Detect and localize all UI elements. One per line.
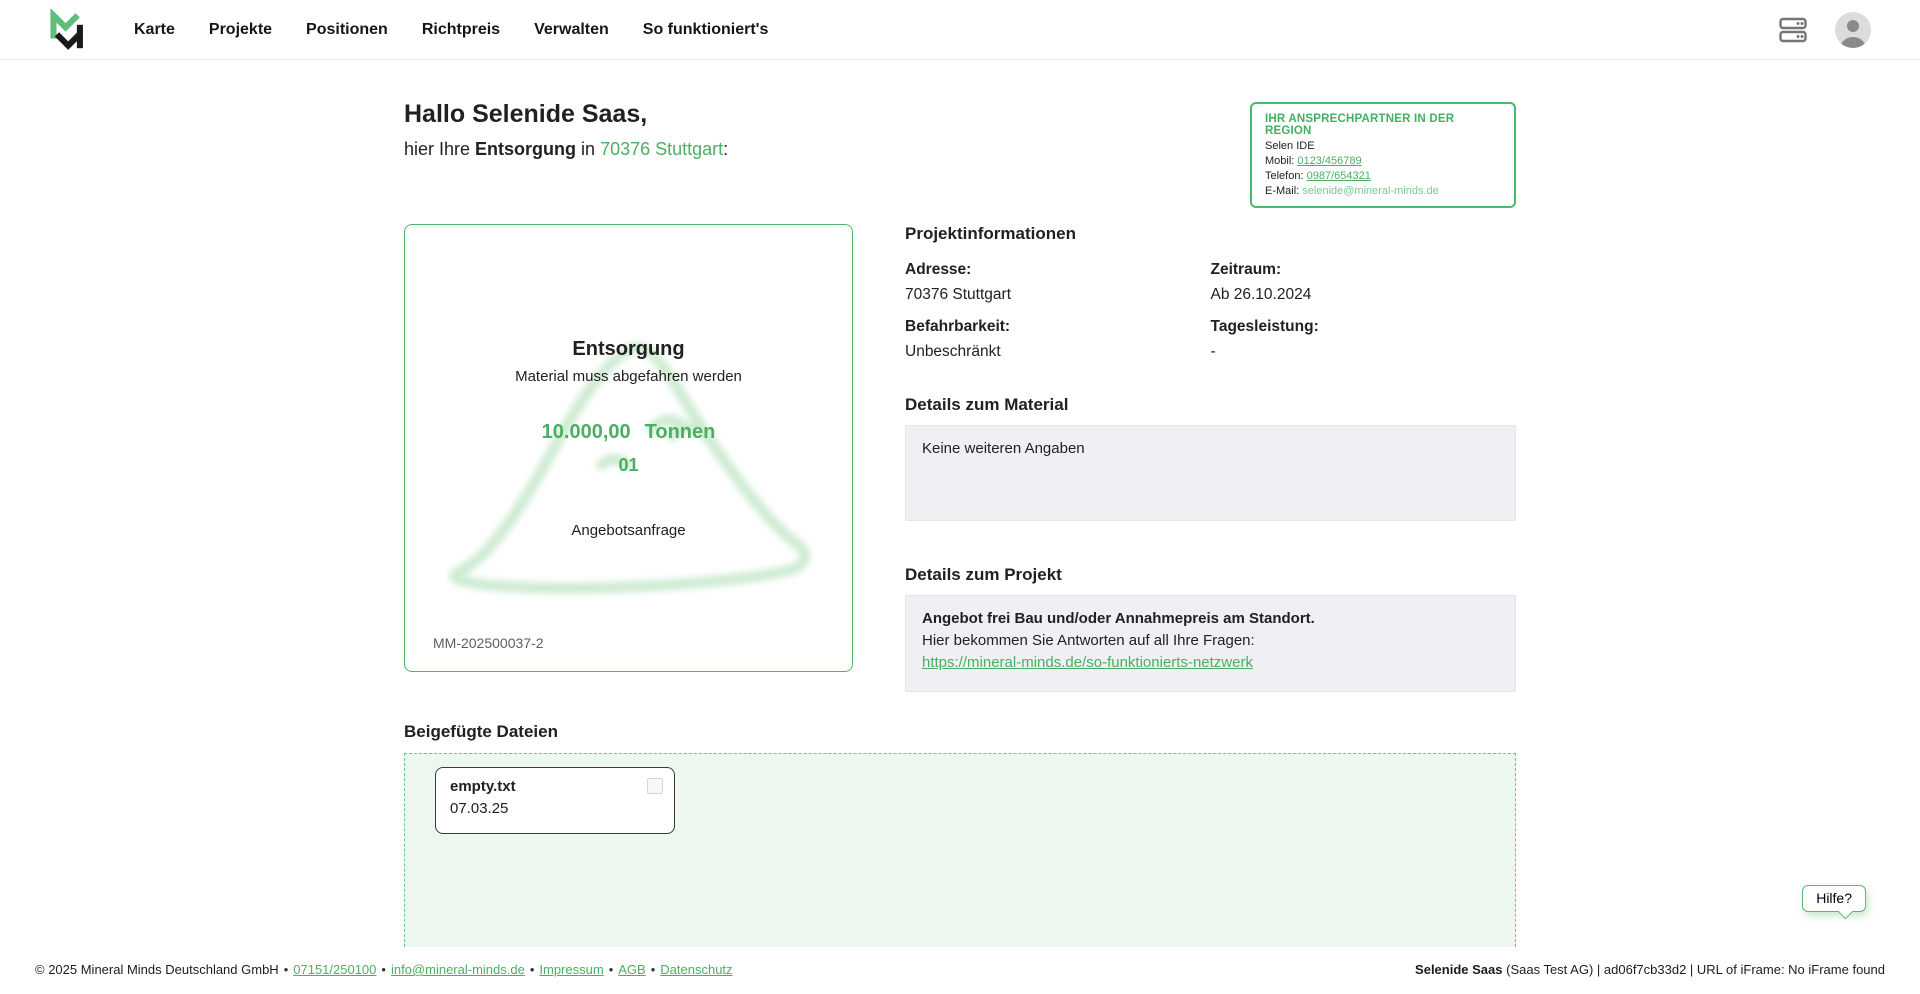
material-details-panel: Keine weiteren Angaben [905, 425, 1516, 521]
field-value: - [1210, 343, 1216, 360]
project-card-title: Entsorgung [572, 338, 685, 360]
project-info-title: Projektinformationen [905, 224, 1076, 243]
project-details-column: Projektinformationen Adresse: 70376 Stut… [905, 224, 1516, 692]
nav-item-verwalten[interactable]: Verwalten [534, 20, 609, 38]
contact-email-label: E-Mail: [1265, 185, 1303, 197]
footer-separator: • [381, 962, 386, 977]
project-details-panel: Angebot frei Bau und/oder Annahmepreis a… [905, 595, 1516, 692]
footer-email-link[interactable]: info@mineral-minds.de [390, 962, 525, 977]
greeting-subline: hier Ihre Entsorgung in 70376 Stuttgart: [404, 139, 1516, 160]
nav-item-positionen[interactable]: Positionen [306, 20, 388, 38]
user-avatar-icon[interactable] [1834, 11, 1872, 49]
file-dropzone[interactable]: empty.txt 07.03.25 [404, 753, 1516, 952]
contact-email-link[interactable]: selenide@mineral-minds.de [1302, 185, 1439, 197]
project-card-status: Angebotsanfrage [571, 522, 686, 539]
greeting-location-link[interactable]: 70376 Stuttgart [600, 139, 724, 159]
footer-datenschutz-link[interactable]: Datenschutz [660, 962, 733, 977]
contact-title: IHR ANSPRECHPARTNER IN DER REGION [1265, 113, 1455, 137]
greeting-suffix: : [723, 139, 729, 159]
greeting-headline: Hallo Selenide Saas, [404, 100, 648, 128]
nav-item-so-funktionierts[interactable]: So funktioniert's [642, 20, 769, 38]
footer-left: © 2025 Mineral Minds Deutschland GmbH • 07… [35, 962, 733, 977]
field-befahrbarkeit: Befahrbarkeit: Unbeschränkt [905, 318, 1211, 361]
project-details-section: Details zum Projekt Angebot frei Bau und… [905, 565, 1516, 692]
material-details-section: Details zum Material Keine weiteren Anga… [905, 395, 1516, 521]
contact-mobil-row: Mobil: 0123/456789 [1265, 155, 1501, 167]
page-footer: © 2025 Mineral Minds Deutschland GmbH • 07… [0, 947, 1920, 994]
topbar-right [1778, 11, 1872, 49]
amount-unit: Tonnen [644, 421, 716, 443]
project-card-position-number: 01 [618, 455, 639, 475]
footer-separator: • [529, 962, 535, 977]
footer-user-info: Selenide Saas (Saas Test AG) | ad06f7cb3… [1415, 962, 1885, 977]
project-card-subtitle: Material muss abgefahren werden [515, 368, 742, 385]
project-details-title: Details zum Projekt [905, 565, 1062, 584]
footer-copyright: © 2025 Mineral Minds Deutschland GmbH [35, 962, 279, 977]
project-details-link[interactable]: https://mineral-minds.de/so-funktioniert… [922, 654, 1253, 671]
project-info-grid: Adresse: 70376 Stuttgart Zeitraum: Ab 26… [905, 261, 1516, 361]
top-nav-bar: Karte Projekte Positionen Richtpreis Ver… [0, 0, 1920, 60]
main-nav: Karte Projekte Positionen Richtpreis Ver… [134, 21, 768, 39]
field-label: Adresse: [905, 261, 972, 278]
field-value: 70376 Stuttgart [905, 286, 1011, 303]
contact-telefon-label: Telefon: [1265, 170, 1307, 182]
mineral-minds-logo-icon[interactable] [37, 6, 89, 54]
field-label: Zeitraum: [1210, 261, 1282, 278]
contact-mobil-label: Mobil: [1265, 155, 1298, 167]
project-details-bold-line: Angebot frei Bau und/oder Annahmepreis a… [922, 610, 1315, 627]
field-label: Tagesleistung: [1210, 318, 1319, 335]
nav-item-karte[interactable]: Karte [134, 20, 175, 38]
footer-user-name: Selenide Saas [1415, 962, 1503, 977]
file-date: 07.03.25 [450, 800, 509, 817]
greeting-mid: in [576, 139, 601, 159]
contact-partner-box: IHR ANSPRECHPARTNER IN DER REGION Selen … [1250, 102, 1516, 208]
attachments-section: Beigefügte Dateien empty.txt 07.03.25 [404, 722, 1516, 952]
file-name: empty.txt [450, 778, 516, 795]
footer-impressum-link[interactable]: Impressum [539, 962, 604, 977]
project-card-reference: MM-202500037-2 [433, 635, 544, 651]
project-details-line2: Hier bekommen Sie Antworten auf all Ihre… [922, 632, 1255, 649]
field-adresse: Adresse: 70376 Stuttgart [905, 261, 1211, 304]
contact-mobil-link[interactable]: 0123/456789 [1297, 155, 1362, 167]
field-value: Unbeschränkt [905, 343, 1001, 360]
contact-telefon-link[interactable]: 0987/654321 [1306, 170, 1371, 182]
field-zeitraum: Zeitraum: Ab 26.10.2024 [1211, 261, 1517, 304]
contact-name: Selen IDE [1265, 140, 1315, 152]
material-details-title: Details zum Material [905, 395, 1069, 414]
greeting-prefix: hier Ihre [404, 139, 476, 159]
nav-item-richtpreis[interactable]: Richtpreis [421, 20, 501, 38]
amount-value: 10.000,00 [541, 421, 631, 443]
project-card[interactable]: Entsorgung Material muss abgefahren werd… [404, 224, 853, 672]
help-button[interactable]: Hilfe? [1802, 885, 1866, 912]
field-value: Ab 26.10.2024 [1210, 286, 1312, 303]
attachments-title: Beigefügte Dateien [404, 722, 558, 741]
field-label: Befahrbarkeit: [905, 318, 1011, 335]
footer-user-meta: (Saas Test AG) | ad06f7cb33d2 | URL of i… [1502, 962, 1885, 977]
file-card[interactable]: empty.txt 07.03.25 [435, 767, 675, 834]
footer-agb-link[interactable]: AGB [618, 962, 646, 977]
project-card-content: Entsorgung Material muss abgefahren werd… [405, 225, 852, 539]
material-details-text: Keine weiteren Angaben [922, 440, 1085, 457]
field-tagesleistung: Tagesleistung: - [1211, 318, 1517, 361]
main-content: Hallo Selenide Saas, hier Ihre Entsorgun… [404, 60, 1516, 952]
server-stack-icon[interactable] [1778, 16, 1808, 44]
footer-separator: • [608, 962, 614, 977]
footer-phone-link[interactable]: 07151/250100 [293, 962, 377, 977]
project-card-amount: 10.000,00 Tonnen [542, 421, 716, 444]
contact-telefon-row: Telefon: 0987/654321 [1265, 170, 1501, 182]
nav-item-projekte[interactable]: Projekte [208, 20, 273, 38]
contact-email-row: E-Mail: selenide@mineral-minds.de [1265, 185, 1501, 197]
footer-separator: • [283, 962, 289, 977]
file-checkbox-icon[interactable] [647, 778, 663, 794]
footer-separator: • [650, 962, 656, 977]
greeting-project-type: Entsorgung [475, 139, 577, 159]
